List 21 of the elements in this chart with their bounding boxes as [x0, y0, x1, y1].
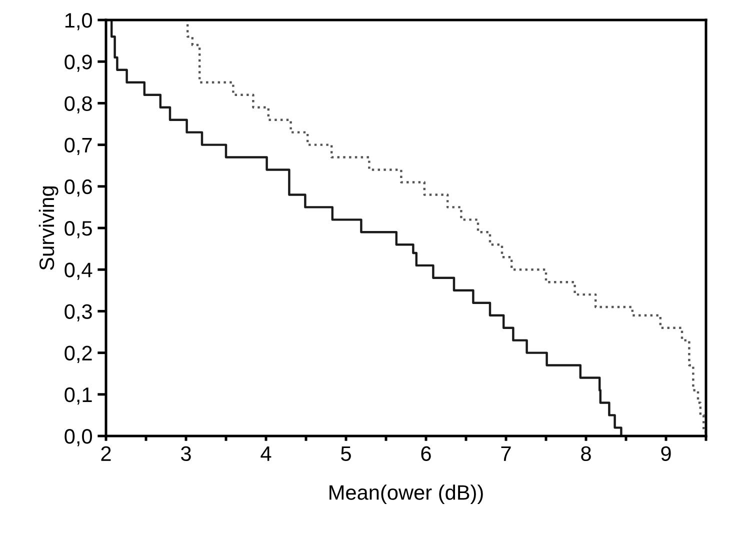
y-tick-label: 0,6	[64, 179, 92, 197]
y-axis-title: Surviving	[38, 186, 58, 270]
y-tick-label: 0,9	[64, 54, 92, 72]
y-tick-label: 0,4	[64, 262, 92, 280]
y-tick-label: 0,3	[64, 304, 92, 322]
y-tick-label: 0,2	[64, 346, 92, 364]
y-tick-label: 1,0	[65, 13, 92, 30]
x-tick-label: 3	[181, 446, 191, 462]
x-tick-label: 5	[341, 446, 351, 462]
x-tick-label: 2	[101, 446, 111, 461]
y-tick-label: 0,8	[64, 96, 92, 114]
y-tick-label: 0,1	[64, 387, 92, 405]
x-tick-label: 6	[421, 446, 431, 462]
x-tick-label: 8	[581, 446, 591, 462]
x-tick-label: 9	[661, 446, 671, 462]
y-tick-label: 0,5	[64, 221, 92, 238]
x-tick-label: 7	[501, 446, 511, 461]
y-tick-label: 0,7	[64, 138, 92, 156]
y-tick-label: 0,0	[64, 429, 92, 446]
x-tick-label: 4	[260, 446, 272, 461]
x-axis-title: Mean(ower (dB))	[330, 484, 483, 504]
